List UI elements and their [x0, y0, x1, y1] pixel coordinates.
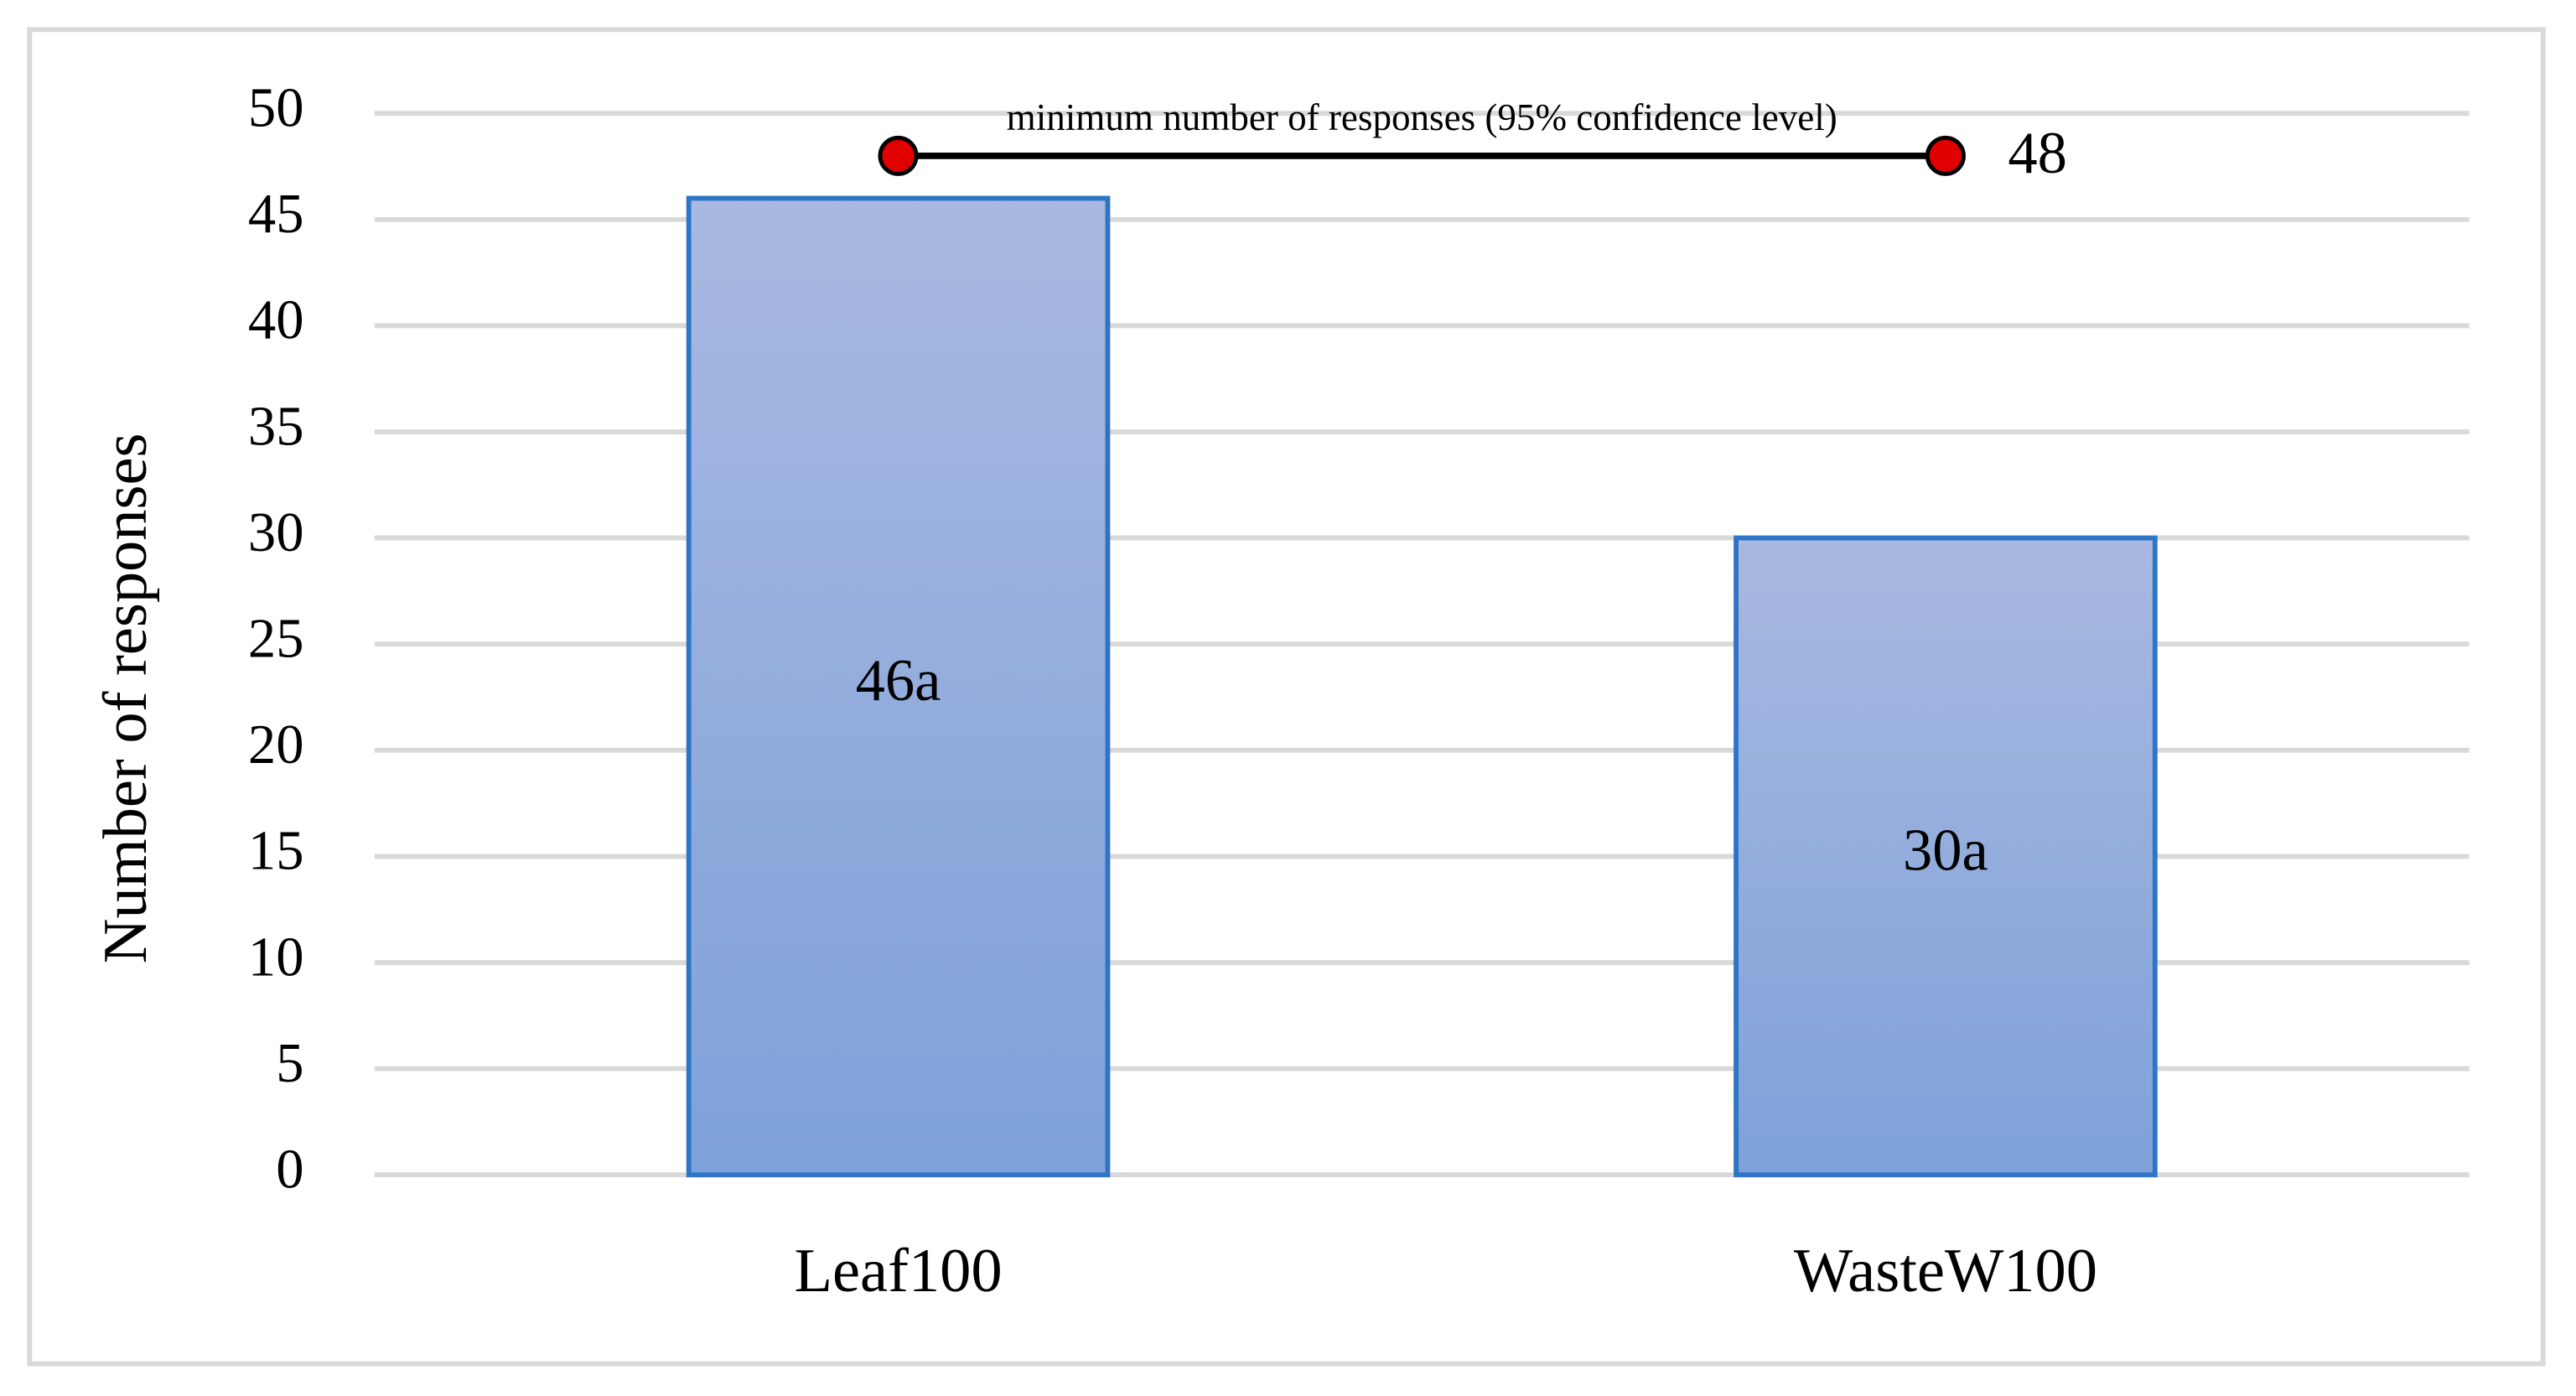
reference-label: minimum number of responses (95% confide…	[1007, 96, 1837, 138]
y-tick-label: 0	[276, 1139, 303, 1201]
bar-value-label: 46a	[856, 648, 941, 714]
y-tick-label: 5	[276, 1033, 303, 1094]
bar	[1734, 535, 2158, 1178]
chart-border	[27, 27, 2546, 1367]
reference-value-label: 48	[2008, 121, 2067, 186]
x-tick-label: Leaf100	[794, 1237, 1002, 1305]
y-tick-label: 20	[248, 714, 304, 776]
reference-marker	[878, 135, 919, 176]
reference-marker	[1925, 135, 1966, 176]
x-tick-label: WasteW100	[1794, 1237, 2097, 1305]
bar	[686, 195, 1111, 1178]
y-tick-label: 45	[248, 184, 304, 245]
y-tick-label: 25	[248, 609, 304, 670]
y-axis-title: Number of responses	[91, 433, 160, 963]
y-tick-label: 10	[248, 926, 304, 988]
bar-value-label: 30a	[1903, 818, 1988, 884]
y-tick-label: 30	[248, 502, 304, 563]
y-tick-label: 50	[248, 78, 304, 139]
y-tick-label: 15	[248, 821, 304, 882]
y-tick-label: 35	[248, 396, 304, 457]
y-tick-label: 40	[248, 290, 304, 351]
